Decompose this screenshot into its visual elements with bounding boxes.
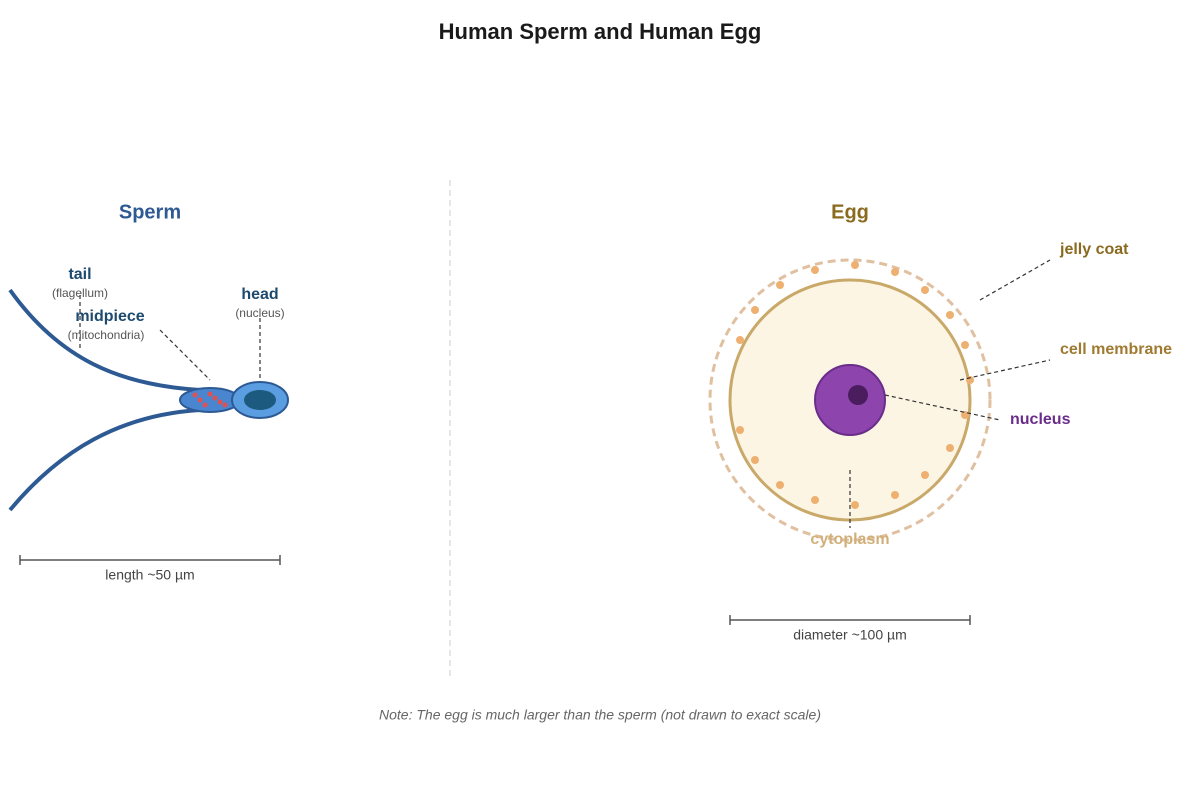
tail [8,288,201,392]
title: Human Sperm and Human Egg [439,19,762,44]
label: jelly coat [1059,241,1129,258]
scale-bar [729,615,971,625]
label: cell membrane [1060,341,1172,358]
label-detail: (nucleus) [235,306,284,320]
scale-label: length ~50 µm [105,567,194,583]
tail [8,408,201,512]
leader-lines [79,295,261,381]
mitochondria [192,391,228,408]
sperm-heading: Sperm [119,201,181,223]
label: tail [68,266,91,283]
label: head [241,286,278,303]
granules [736,261,974,509]
jelly-coat [708,258,992,542]
scale-label: diameter ~100 µm [793,627,907,643]
label-detail: (mitochondria) [68,328,145,342]
scale-bar [19,555,281,565]
label: midpiece [75,308,144,325]
sperm-nucleus [244,390,276,410]
leader-lines [849,259,1051,528]
egg-heading: Egg [831,201,869,223]
nucleolus [848,385,868,405]
label: cytoplasm [810,531,889,548]
label: nucleus [1010,411,1071,428]
label-detail: (flagellum) [52,286,108,300]
note: Note: The egg is much larger than the sp… [379,707,821,723]
